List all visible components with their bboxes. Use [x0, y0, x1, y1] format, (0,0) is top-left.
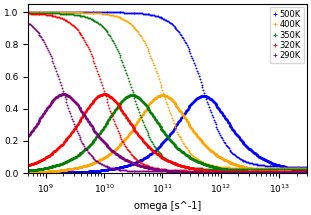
500K — [197, 75, 201, 77]
400K — [197, 159, 201, 161]
350K — [279, 168, 283, 170]
400K — [261, 167, 265, 170]
500K — [279, 165, 283, 168]
400K — [27, 11, 31, 14]
290K — [197, 170, 201, 173]
400K — [279, 167, 283, 170]
350K — [27, 12, 31, 14]
290K — [27, 23, 31, 25]
500K — [26, 11, 30, 14]
290K — [279, 170, 283, 173]
290K — [305, 170, 309, 173]
320K — [191, 169, 195, 172]
400K — [305, 167, 309, 170]
350K — [191, 167, 195, 169]
Line: 400K: 400K — [27, 11, 308, 170]
Line: 320K: 320K — [27, 12, 308, 172]
350K — [192, 167, 196, 169]
350K — [261, 168, 265, 170]
290K — [191, 170, 195, 173]
500K — [305, 165, 309, 168]
Line: 290K: 290K — [27, 22, 308, 173]
400K — [191, 154, 195, 157]
320K — [305, 169, 309, 172]
400K — [26, 11, 30, 14]
400K — [192, 155, 196, 158]
290K — [192, 170, 196, 173]
500K — [191, 59, 195, 62]
320K — [192, 169, 196, 172]
320K — [27, 12, 31, 15]
Line: 350K: 350K — [27, 12, 308, 170]
290K — [26, 22, 30, 24]
290K — [261, 170, 265, 173]
500K — [261, 164, 265, 167]
X-axis label: omega [s^-1]: omega [s^-1] — [134, 201, 201, 211]
500K — [192, 62, 196, 64]
500K — [27, 11, 31, 14]
350K — [197, 167, 201, 170]
Legend: 500K, 400K, 350K, 320K, 290K: 500K, 400K, 350K, 320K, 290K — [271, 7, 304, 63]
320K — [261, 169, 265, 172]
Line: 500K: 500K — [27, 11, 308, 168]
320K — [279, 169, 283, 172]
320K — [197, 169, 201, 172]
350K — [305, 168, 309, 170]
320K — [26, 12, 30, 15]
350K — [26, 12, 30, 14]
